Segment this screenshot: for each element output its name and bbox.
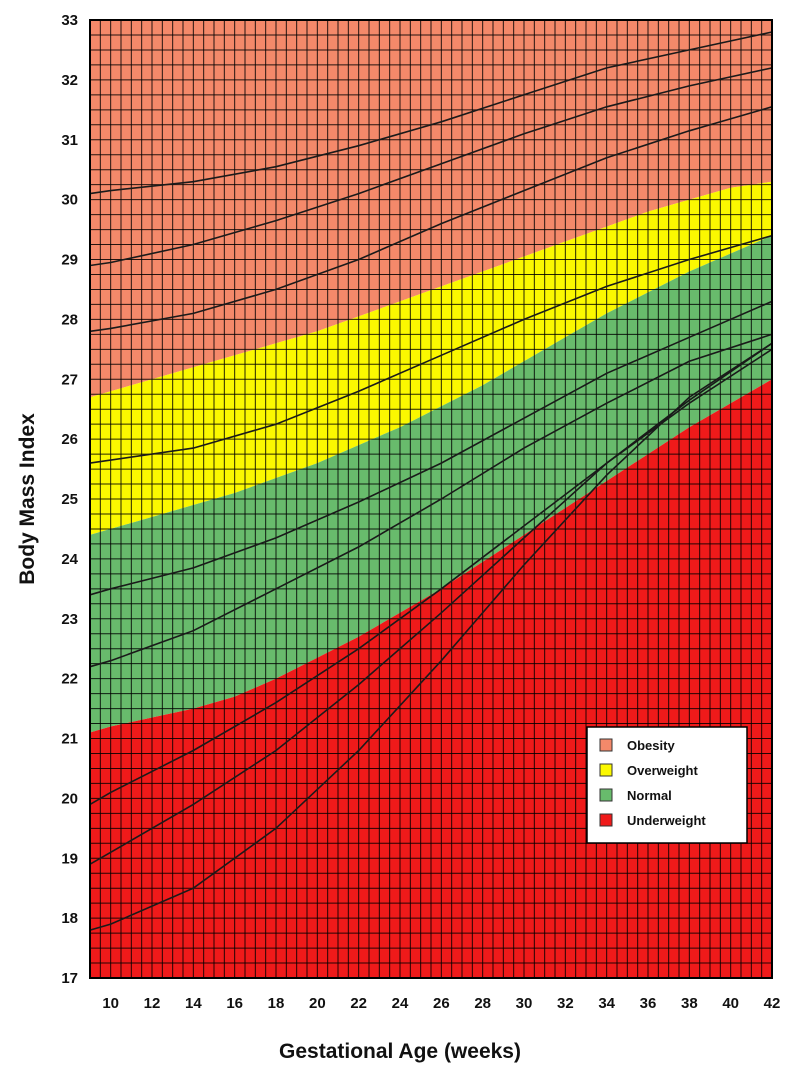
- y-tick-label: 32: [61, 72, 78, 89]
- y-tick-label: 20: [61, 790, 78, 807]
- legend-swatch: [599, 788, 613, 802]
- y-tick-label: 25: [61, 491, 78, 508]
- grid-lines: [89, 19, 773, 979]
- y-tick-label: 27: [61, 371, 78, 388]
- x-tick-label: 34: [598, 995, 615, 1012]
- x-axis-ticks: 10 12 14 16 18 20 22 24 26 28 30 32 34 36 38 40 42: [102, 995, 780, 1012]
- y-axis-ticks: 17 18 19 20 21 22 23 24 25 26 27 28 29 30 31 32 33: [61, 12, 78, 987]
- legend-label: Normal: [627, 788, 672, 803]
- x-tick-label: 42: [764, 995, 781, 1012]
- legend-label: Obesity: [627, 738, 675, 753]
- y-tick-label: 18: [61, 910, 78, 927]
- x-tick-label: 16: [226, 995, 243, 1012]
- y-tick-label: 31: [61, 132, 78, 149]
- legend-label: Underweight: [627, 813, 706, 828]
- reference-curve-3: [89, 106, 773, 333]
- x-tick-label: 22: [350, 995, 367, 1012]
- legend-swatch: [599, 813, 613, 827]
- reference-curve-7: [89, 348, 773, 806]
- x-tick-label: 38: [681, 995, 698, 1012]
- y-tick-label: 21: [61, 731, 78, 748]
- reference-curve-1: [89, 31, 773, 195]
- y-tick-label: 33: [61, 12, 78, 29]
- y-tick-label: 17: [61, 970, 78, 987]
- y-tick-label: 23: [61, 611, 78, 628]
- legend: Obesity Overweight Normal Underweight: [586, 726, 748, 844]
- y-axis-label: Body Mass Index: [16, 413, 39, 585]
- reference-curves: [89, 31, 773, 931]
- y-tick-label: 24: [61, 551, 78, 568]
- x-tick-label: 28: [474, 995, 491, 1012]
- x-tick-label: 36: [640, 995, 657, 1012]
- reference-curve-2: [89, 67, 773, 267]
- x-tick-label: 12: [144, 995, 161, 1012]
- legend-swatch: [599, 763, 613, 777]
- plot-border: [89, 19, 773, 979]
- reference-curve-6: [89, 333, 773, 668]
- x-tick-label: 14: [185, 995, 202, 1012]
- legend-label: Overweight: [627, 763, 698, 778]
- x-tick-label: 26: [433, 995, 450, 1012]
- x-tick-label: 10: [102, 995, 119, 1012]
- y-tick-label: 30: [61, 192, 78, 209]
- reference-curve-5: [89, 300, 773, 596]
- y-tick-label: 26: [61, 431, 78, 448]
- x-axis-label: Gestational Age (weeks): [279, 1040, 521, 1063]
- reference-curve-9: [89, 342, 773, 931]
- reference-curve-8: [89, 342, 773, 865]
- x-tick-label: 24: [392, 995, 409, 1012]
- x-tick-label: 40: [722, 995, 739, 1012]
- legend-swatch: [599, 738, 613, 752]
- y-tick-label: 29: [61, 252, 78, 269]
- x-tick-label: 18: [268, 995, 285, 1012]
- x-tick-label: 30: [516, 995, 533, 1012]
- reference-curve-4: [89, 234, 773, 464]
- y-tick-label: 19: [61, 850, 78, 867]
- x-tick-label: 20: [309, 995, 326, 1012]
- y-tick-label: 28: [61, 311, 78, 328]
- y-tick-label: 22: [61, 671, 78, 688]
- x-tick-label: 32: [557, 995, 574, 1012]
- legend-box: [586, 726, 748, 844]
